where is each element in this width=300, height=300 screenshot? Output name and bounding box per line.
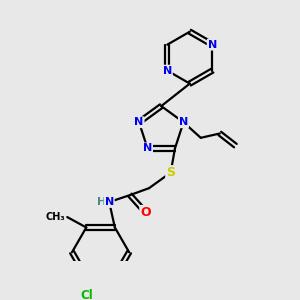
Text: CH₃: CH₃ xyxy=(46,212,65,222)
Text: N: N xyxy=(143,143,152,153)
Text: N: N xyxy=(179,117,188,127)
Text: N: N xyxy=(134,117,144,127)
Text: N: N xyxy=(163,66,172,76)
Text: N: N xyxy=(208,40,217,50)
Text: S: S xyxy=(166,166,175,179)
Text: O: O xyxy=(140,206,151,219)
Text: H: H xyxy=(97,197,106,207)
Text: N: N xyxy=(105,197,114,207)
Text: Cl: Cl xyxy=(80,290,93,300)
